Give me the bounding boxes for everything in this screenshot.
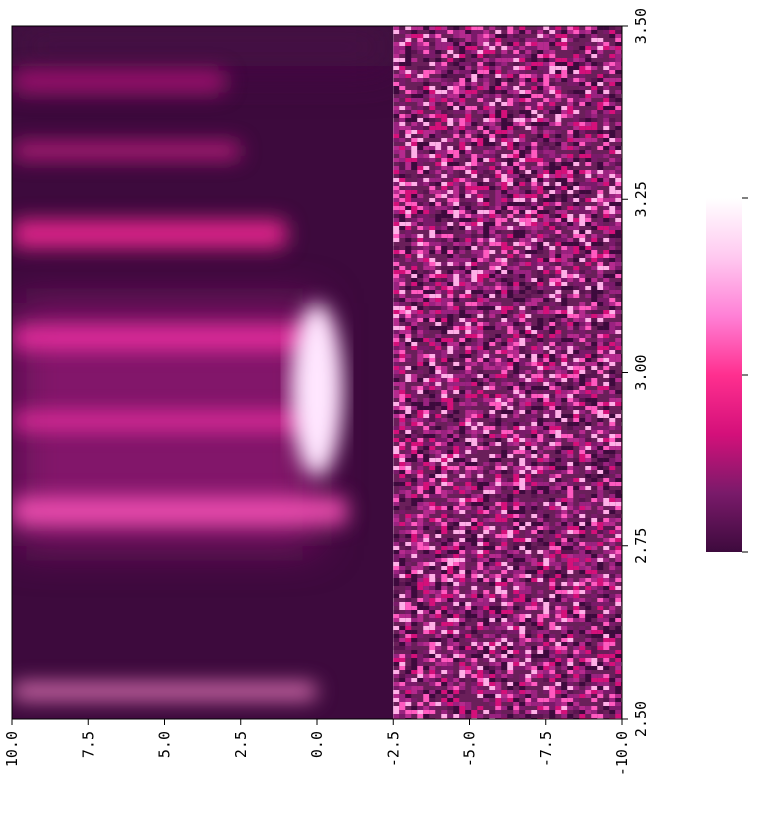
noise-cells: [393, 26, 622, 719]
x-axis: 10.0 7.5 5.0 2.5 0.0 -2.5 -5.0 -7.5 -10.0: [3, 719, 631, 776]
band-0: [12, 413, 317, 430]
band-6: [12, 683, 317, 700]
y-tick-label: 2.50: [632, 701, 650, 737]
noisy-region: [393, 26, 622, 719]
band-1: [12, 326, 317, 349]
y-axis: 2.50 2.75 3.00 3.25 3.50: [622, 8, 650, 737]
bright-core-0: [291, 303, 343, 477]
band-layer: [12, 70, 348, 700]
x-tick-label: -10.0: [613, 731, 631, 776]
smooth-region: [12, 26, 394, 719]
x-tick-label: 0.0: [308, 731, 326, 758]
y-tick-label: 3.25: [632, 181, 650, 217]
y-tick-label: 3.00: [632, 354, 650, 390]
colorbar-fill: [706, 198, 742, 552]
y-tick-label: 2.75: [632, 528, 650, 564]
x-tick-label: -7.5: [537, 731, 555, 767]
y-tick-label: 3.50: [632, 8, 650, 44]
band-5: [12, 497, 348, 526]
band-4: [12, 70, 226, 93]
band-2: [12, 219, 287, 248]
top-dark: [12, 26, 394, 68]
x-tick-label: 2.5: [232, 731, 250, 758]
x-tick-label: 10.0: [3, 731, 21, 767]
x-tick-label: -5.0: [461, 731, 479, 767]
x-tick-label: 5.0: [156, 731, 174, 758]
band-3: [12, 142, 241, 159]
colorbar: [706, 197, 748, 553]
x-tick-label: 7.5: [79, 731, 97, 758]
x-tick-label: -2.5: [384, 731, 402, 767]
